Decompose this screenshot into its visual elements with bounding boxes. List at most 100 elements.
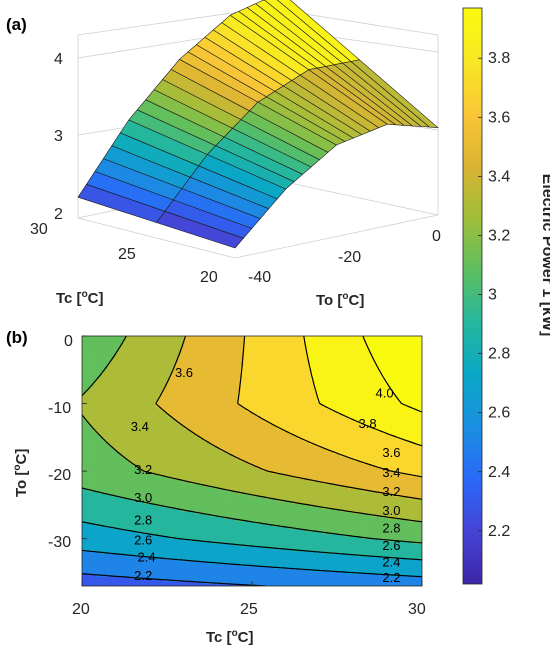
- contour-cell: [90, 556, 94, 560]
- contour-cell: [189, 406, 194, 410]
- contour-cell: [101, 413, 106, 417]
- contour-cell: [161, 346, 165, 350]
- contour-cell: [141, 566, 145, 570]
- contour-cell: [138, 461, 143, 465]
- contour-cell: [181, 481, 185, 485]
- contour-cell: [186, 571, 191, 575]
- contour-cell: [186, 481, 191, 485]
- contour-cell: [93, 391, 97, 395]
- contour-cell: [198, 483, 202, 487]
- contour-cell: [152, 366, 157, 370]
- contour-cell: [164, 546, 168, 550]
- contour-cell: [195, 506, 199, 510]
- contour-cell: [192, 458, 196, 462]
- contour-cell: [116, 543, 120, 547]
- contour-cell: [181, 506, 185, 510]
- contour-cell: [127, 438, 131, 442]
- contour-cell: [99, 571, 103, 575]
- contour-cell: [87, 536, 92, 540]
- contour-cell: [118, 398, 123, 402]
- contour-cell: [144, 423, 148, 427]
- contour-cell: [206, 503, 211, 507]
- contour-cell: [167, 561, 171, 565]
- contour-cell: [101, 533, 106, 537]
- contour-cell: [167, 358, 171, 362]
- contour-cell: [110, 553, 114, 557]
- contour-cell: [96, 541, 100, 545]
- contour-cell: [116, 521, 120, 525]
- contour-cell: [155, 546, 160, 550]
- contour-cell: [133, 426, 137, 430]
- contour-cell: [186, 356, 191, 360]
- contour-cell: [152, 383, 157, 387]
- contour-cell: [144, 388, 148, 392]
- contour-cell: [138, 408, 143, 412]
- contour-cell: [99, 556, 103, 560]
- contour-cell: [135, 521, 140, 525]
- contour-cell: [135, 416, 140, 420]
- contour-cell: [158, 433, 162, 437]
- contour-cell: [206, 413, 211, 417]
- contour-cell: [184, 358, 188, 362]
- contour-cell: [167, 523, 171, 527]
- contour-cell: [130, 388, 134, 392]
- contour-cell: [116, 421, 120, 425]
- contour-cell: [121, 343, 126, 347]
- contour-cell: [141, 351, 145, 355]
- contour-cell: [101, 341, 106, 345]
- contour-cell: [192, 556, 196, 560]
- contour-cell: [209, 583, 213, 586]
- contour-cell: [101, 478, 106, 482]
- contour-cell: [212, 578, 216, 582]
- contour-cell: [184, 531, 188, 535]
- contour-cell: [152, 381, 157, 385]
- contour-cell: [175, 368, 179, 372]
- contour-cell: [189, 541, 194, 545]
- contour-cell: [101, 403, 106, 407]
- contour-cell: [101, 423, 106, 427]
- contour-cell: [116, 553, 120, 557]
- contour-cell: [189, 546, 194, 550]
- contour-cell: [172, 546, 177, 550]
- contour-cell: [110, 378, 114, 382]
- contour-cell: [99, 443, 103, 447]
- contour-cell: [96, 426, 100, 430]
- contour-cell: [138, 481, 143, 485]
- contour-cell: [141, 483, 145, 487]
- contour-cell: [155, 566, 160, 570]
- contour-cell: [164, 418, 168, 422]
- contour-cell: [152, 546, 157, 550]
- contour-cell: [195, 563, 199, 567]
- contour-cell: [178, 538, 182, 542]
- contour-cell: [184, 351, 188, 355]
- contour-cell: [93, 551, 97, 555]
- contour-cell: [218, 373, 222, 377]
- contour-cell: [175, 546, 179, 550]
- contour-cell: [172, 516, 177, 520]
- contour-cell: [178, 411, 182, 415]
- contour-cell: [169, 443, 174, 447]
- contour-cell: [107, 411, 111, 415]
- contour-cell: [90, 338, 94, 342]
- contour-cell: [96, 381, 100, 385]
- contour-cell: [161, 413, 165, 417]
- contour-cell: [107, 568, 111, 572]
- contour-cell: [121, 478, 126, 482]
- contour-cell: [169, 563, 174, 567]
- contour-cell: [206, 396, 211, 400]
- contour-cell: [101, 351, 106, 355]
- contour-cell: [138, 568, 143, 572]
- contour-cell: [104, 478, 109, 482]
- contour-cell: [192, 348, 196, 352]
- contour-cell: [175, 473, 179, 477]
- contour-cell: [167, 473, 171, 477]
- contour-cell: [164, 368, 168, 372]
- contour-cell: [113, 503, 117, 507]
- contour-cell: [93, 563, 97, 567]
- contour-cell: [144, 383, 148, 387]
- contour-cell: [195, 393, 199, 397]
- contour-cell: [82, 581, 86, 585]
- contour-cell: [135, 443, 140, 447]
- contour-cell: [155, 583, 160, 586]
- contour-cell: [135, 508, 140, 512]
